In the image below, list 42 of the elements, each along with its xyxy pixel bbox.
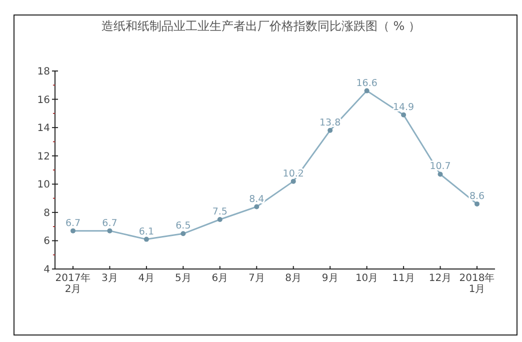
x-tick-label: 7月 — [248, 273, 265, 284]
point — [438, 172, 443, 177]
point — [254, 204, 260, 210]
point — [401, 112, 406, 118]
y-tick-label: 6 — [44, 236, 50, 248]
data-label: 6.7 — [102, 218, 118, 229]
data-label: 6.5 — [176, 220, 191, 232]
point — [180, 231, 186, 236]
data-label: 14.9 — [392, 102, 414, 113]
x-tick-label: 3月 — [102, 273, 118, 284]
x-tick-label: 8月 — [285, 273, 302, 284]
point — [364, 88, 370, 94]
point — [217, 217, 222, 222]
data-label: 6.1 — [138, 226, 154, 238]
y-tick-label: 4 — [44, 264, 50, 276]
data-label: 8.4 — [249, 194, 264, 205]
data-label: 8.6 — [469, 190, 485, 202]
x-tick-label: 5月 — [174, 273, 192, 284]
x-tick-label: 4月 — [138, 273, 155, 284]
y-tick-label: 10 — [37, 180, 50, 191]
x-tick-label: 12月 — [428, 273, 452, 284]
y-tick-label: 12 — [37, 151, 50, 162]
y-tick-label: 16 — [37, 94, 50, 106]
chart-title: 造纸和纸制品业工业生产者出厂价格指数同比涨跌图（ % ） — [101, 19, 421, 33]
data-label: 6.7 — [65, 218, 81, 229]
point — [290, 178, 296, 184]
y-tick-label: 8 — [44, 208, 50, 219]
y-tick-label: 18 — [37, 66, 50, 78]
data-label: 16.6 — [356, 78, 378, 89]
x-tick-label: 10月 — [355, 273, 378, 284]
point — [144, 236, 149, 242]
point — [474, 201, 480, 206]
point — [328, 128, 333, 133]
point — [70, 228, 76, 234]
x-tick-label: 2017年 2月 — [55, 272, 91, 295]
x-tick-label: 9月 — [322, 273, 338, 284]
x-tick-label: 2018年 1月 — [459, 272, 495, 295]
point — [107, 228, 112, 234]
data-label: 7.5 — [212, 206, 228, 218]
x-tick-label: 11月 — [392, 273, 415, 284]
y-tick-label: 14 — [37, 123, 50, 134]
x-tick-label: 6月 — [212, 273, 228, 284]
